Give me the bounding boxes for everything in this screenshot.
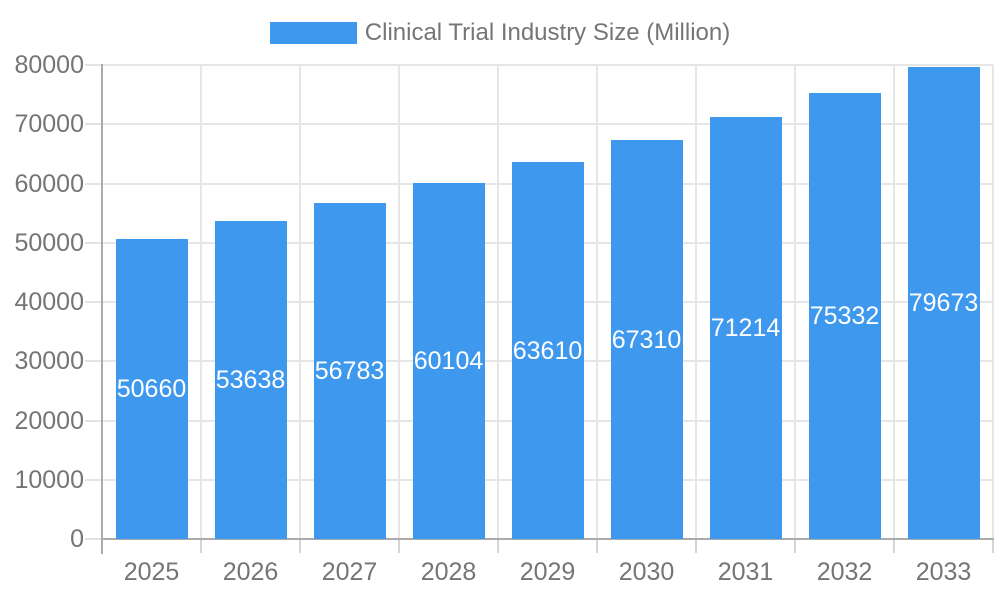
y-tick-label: 50000 bbox=[14, 228, 84, 257]
x-gridline bbox=[497, 65, 499, 539]
x-gridline bbox=[893, 65, 895, 539]
bar[interactable] bbox=[412, 182, 485, 539]
y-tick-label: 20000 bbox=[14, 406, 84, 435]
y-gridline bbox=[102, 123, 993, 126]
bar[interactable] bbox=[709, 117, 782, 539]
bar-value-label: 50660 bbox=[116, 374, 187, 403]
bar[interactable] bbox=[313, 202, 386, 539]
bar-value-label: 63610 bbox=[512, 336, 583, 365]
x-tick-label: 2032 bbox=[816, 558, 873, 586]
y-axis-tick bbox=[85, 182, 102, 185]
x-axis-tick bbox=[398, 540, 400, 553]
y-tick-label: 60000 bbox=[14, 169, 84, 198]
y-tick-label: 40000 bbox=[14, 288, 84, 316]
x-axis-tick bbox=[497, 540, 499, 553]
bar-value-label: 71214 bbox=[710, 314, 781, 343]
bar[interactable] bbox=[214, 221, 287, 539]
bar-value-label: 53638 bbox=[215, 366, 286, 395]
x-axis-tick bbox=[893, 540, 895, 553]
bar-value-label: 75332 bbox=[809, 301, 880, 330]
bar[interactable] bbox=[610, 140, 683, 539]
y-axis-line bbox=[101, 64, 103, 554]
y-axis-tick bbox=[85, 360, 102, 363]
x-gridline bbox=[200, 65, 202, 539]
x-gridline bbox=[596, 65, 598, 539]
x-axis-tick bbox=[299, 540, 301, 553]
y-axis-tick bbox=[85, 419, 102, 422]
legend-label: Clinical Trial Industry Size (Million) bbox=[364, 19, 731, 46]
bar-value-label: 60104 bbox=[413, 346, 484, 375]
y-axis-tick bbox=[85, 123, 102, 126]
x-tick-label: 2027 bbox=[321, 558, 378, 586]
y-tick-label: 80000 bbox=[14, 51, 84, 79]
bar[interactable] bbox=[511, 162, 584, 539]
y-axis-tick bbox=[85, 478, 102, 481]
x-tick-label: 2026 bbox=[222, 558, 279, 586]
x-tick-label: 2030 bbox=[618, 558, 675, 586]
bar-value-label: 79673 bbox=[908, 288, 979, 317]
x-axis-tick bbox=[596, 540, 598, 553]
x-axis-tick bbox=[200, 540, 202, 553]
x-axis-tick bbox=[695, 540, 697, 553]
x-tick-label: 2033 bbox=[915, 558, 972, 586]
x-tick-label: 2028 bbox=[420, 558, 477, 586]
x-gridline bbox=[992, 65, 994, 539]
x-gridline bbox=[794, 65, 796, 539]
x-gridline bbox=[299, 65, 301, 539]
bar[interactable] bbox=[115, 238, 188, 539]
chart-legend[interactable]: Clinical Trial Industry Size (Million) bbox=[0, 20, 1000, 46]
x-axis-tick bbox=[794, 540, 796, 553]
x-gridline bbox=[695, 65, 697, 539]
x-tick-label: 2029 bbox=[519, 558, 576, 586]
y-tick-label: 0 bbox=[70, 525, 84, 553]
bar[interactable] bbox=[808, 92, 881, 539]
x-axis-tick bbox=[992, 540, 994, 553]
x-gridline bbox=[398, 65, 400, 539]
y-axis-tick bbox=[85, 301, 102, 303]
y-tick-label: 70000 bbox=[14, 110, 84, 139]
y-tick-label: 10000 bbox=[14, 465, 84, 494]
y-gridline bbox=[102, 64, 993, 66]
y-tick-label: 30000 bbox=[14, 347, 84, 376]
y-axis-tick bbox=[85, 538, 102, 540]
legend-swatch bbox=[269, 22, 357, 44]
bar-value-label: 56783 bbox=[314, 356, 385, 385]
x-axis-line bbox=[101, 538, 994, 540]
bar-value-label: 67310 bbox=[611, 325, 682, 354]
y-axis-tick bbox=[85, 241, 102, 244]
x-tick-label: 2025 bbox=[123, 558, 180, 586]
bar[interactable] bbox=[907, 66, 980, 539]
y-axis-tick bbox=[85, 64, 102, 66]
x-tick-label: 2031 bbox=[717, 558, 774, 586]
